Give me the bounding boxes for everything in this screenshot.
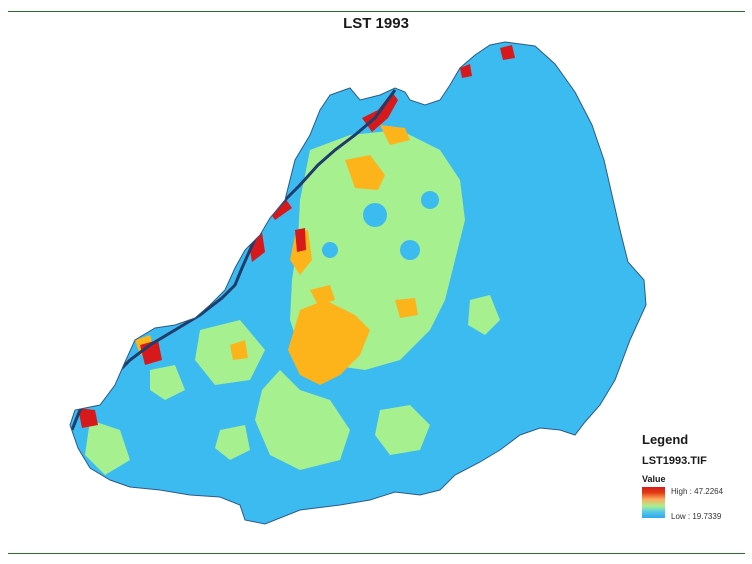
legend-field-name: Value <box>642 474 666 484</box>
legend-color-ramp <box>642 487 665 518</box>
warm-patch-5 <box>395 298 418 318</box>
map-title: LST 1993 <box>343 15 409 32</box>
warm-patch-1 <box>290 230 312 275</box>
region-boundary <box>69 41 647 525</box>
mild-patch-1 <box>375 405 430 455</box>
legend-layer-name: LST1993.TIF <box>642 455 707 467</box>
mild-west-zone <box>195 320 265 385</box>
map-legend: Legend LST1993.TIF Value High : 47.2264 … <box>640 430 745 530</box>
warm-patch-6 <box>230 340 248 360</box>
cool-hole-2 <box>400 240 420 260</box>
warm-patch-2 <box>345 155 385 190</box>
raster-area <box>70 42 646 524</box>
cool-hole-4 <box>421 191 439 209</box>
mild-patch-4 <box>215 425 250 460</box>
mild-patch-3 <box>150 365 185 400</box>
mild-patch-2 <box>468 295 500 335</box>
warm-central-zone <box>288 300 370 385</box>
mild-sw-zone <box>85 420 130 475</box>
bottom-border <box>8 553 745 554</box>
hot-patch-4 <box>78 408 98 428</box>
hot-patch-5 <box>295 228 306 252</box>
mild-south-zone <box>255 370 350 470</box>
warm-patch-4 <box>310 285 335 305</box>
hot-patch-7 <box>460 64 472 78</box>
legend-high-label: High : 47.2264 <box>671 487 724 496</box>
legend-low-label: Low : 19.7339 <box>671 512 722 521</box>
cool-hole-3 <box>322 242 338 258</box>
hot-patch-1 <box>268 198 292 220</box>
hot-patch-3 <box>140 340 162 365</box>
hot-patch-6 <box>500 45 515 60</box>
warm-patch-3 <box>380 125 410 145</box>
cool-hole-1 <box>363 203 387 227</box>
top-border <box>8 11 745 12</box>
legend-title: Legend <box>642 432 689 447</box>
